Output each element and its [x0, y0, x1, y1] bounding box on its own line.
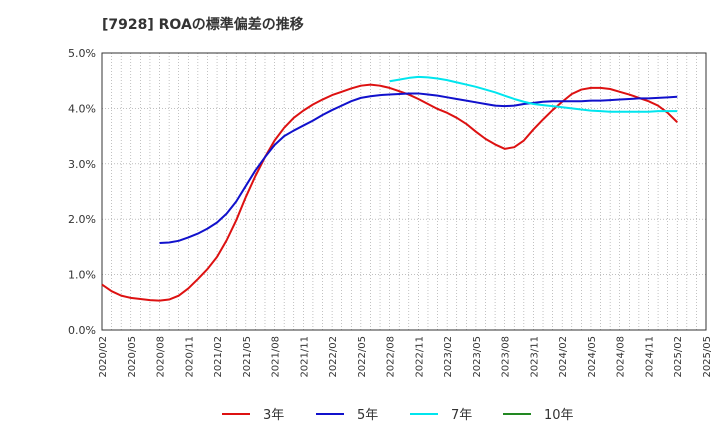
x-tick-label: 2020/05: [127, 336, 138, 378]
x-tick-label: 2024/08: [616, 336, 627, 378]
series-line-1: [101, 83, 678, 302]
x-tick-label: 2020/11: [184, 336, 195, 378]
series-line-2: [159, 92, 678, 245]
x-tick-label: 2023/11: [529, 336, 540, 378]
x-tick-label: 2021/11: [299, 336, 310, 378]
y-tick-label: 0.0%: [68, 324, 96, 337]
x-tick-label: 2020/02: [98, 336, 109, 378]
x-tick-label: 2021/08: [271, 336, 282, 378]
series-group: [101, 75, 678, 302]
legend-label-2: 5年: [357, 408, 378, 423]
x-tick-label: 2021/05: [242, 336, 253, 378]
y-tick-label: 5.0%: [68, 47, 96, 60]
x-tick-label: 2022/08: [386, 336, 397, 378]
x-tick-label: 2024/11: [644, 336, 655, 378]
x-tick-label: 2023/02: [443, 336, 454, 378]
x-tick-label: 2022/11: [414, 336, 425, 378]
x-tick-label: 2024/05: [587, 336, 598, 378]
x-tick-label: 2025/05: [702, 336, 713, 378]
legend-label-4: 10年: [544, 408, 574, 423]
y-tick-label: 4.0%: [68, 102, 96, 115]
y-tick-label: 3.0%: [68, 158, 96, 171]
x-tick-label: 2022/02: [328, 336, 339, 378]
grid: [102, 53, 706, 330]
x-tick-label: 2022/05: [357, 336, 368, 378]
x-tick-label: 2023/08: [501, 336, 512, 378]
x-tick-label: 2020/08: [156, 336, 167, 378]
legend-label-3: 7年: [451, 408, 472, 423]
legend: 3年 5年 7年 10年: [222, 408, 574, 423]
x-tick-label: 2021/02: [213, 336, 224, 378]
x-tick-label: 2025/02: [673, 336, 684, 378]
plot-frame: [101, 52, 707, 331]
x-tick-label: 2024/02: [558, 336, 569, 378]
y-axis: 0.0% 1.0% 2.0% 3.0% 4.0% 5.0%: [68, 47, 96, 337]
legend-label-1: 3年: [263, 408, 284, 423]
x-tick-label: 2023/05: [472, 336, 483, 378]
y-tick-label: 1.0%: [68, 269, 96, 282]
series-line-3: [389, 75, 678, 113]
y-tick-label: 2.0%: [68, 213, 96, 226]
x-axis: 2020/02 2020/05 2020/08 2020/11 2021/02 2021/…: [98, 336, 713, 378]
chart-title: [7928] ROAの標準偏差の推移: [102, 17, 304, 33]
